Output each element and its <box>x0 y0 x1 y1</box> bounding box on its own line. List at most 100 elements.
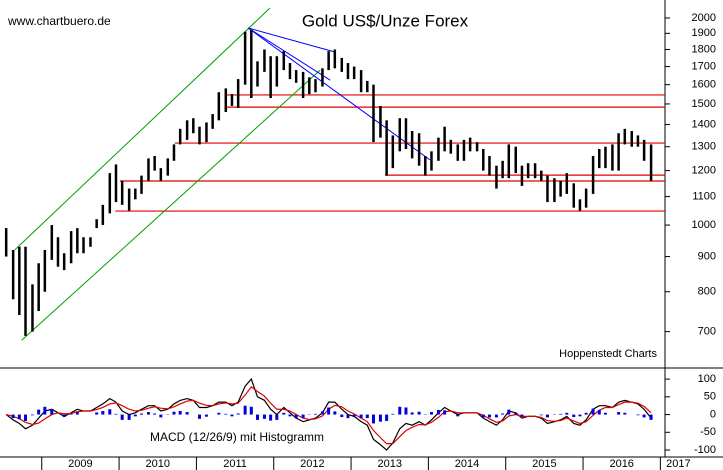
histogram-bar <box>642 414 646 418</box>
histogram-bar <box>255 414 259 420</box>
chart-title: Gold US$/Unze Forex <box>302 11 469 30</box>
x-tick-label: 2012 <box>300 458 324 470</box>
histogram-bar <box>320 411 324 415</box>
histogram-bar <box>282 412 286 415</box>
macd-line <box>5 377 652 451</box>
x-tick-label: 2011 <box>223 458 247 470</box>
x-tick-label: 2016 <box>609 458 633 470</box>
histogram-bar <box>236 413 240 415</box>
histogram-bar <box>359 414 363 419</box>
histogram-bar <box>43 406 47 415</box>
source: www.chartbuero.de <box>7 14 111 28</box>
y-tick-label: -100 <box>694 444 716 456</box>
x-tick-label: 2009 <box>68 458 92 470</box>
histogram-bar <box>313 413 317 415</box>
y-tick-label: 1500 <box>692 98 716 110</box>
histogram-bar <box>340 414 344 418</box>
histogram-bar <box>30 414 34 416</box>
histogram-bar <box>559 413 563 415</box>
x-tick-label: 2015 <box>532 458 556 470</box>
histogram-bar <box>436 409 440 415</box>
histogram-bar <box>385 414 389 421</box>
histogram-bar <box>649 414 653 420</box>
y-tick-label: 1600 <box>692 79 716 91</box>
histogram-bar <box>371 414 375 424</box>
y-tick-label: 1000 <box>692 219 716 231</box>
trend-line <box>14 7 271 251</box>
histogram-bar <box>365 414 369 419</box>
histogram-bar <box>275 414 279 420</box>
histogram-bar <box>398 406 402 415</box>
y-tick-label: 900 <box>698 250 716 262</box>
histogram-bar <box>346 414 350 419</box>
credit: Hoppenstedt Charts <box>559 348 657 360</box>
histogram-bar <box>410 412 414 415</box>
histogram-bar <box>417 411 421 415</box>
histogram-bar <box>378 414 382 422</box>
histogram-bar <box>50 409 54 415</box>
y-tick-label: 1800 <box>692 43 716 55</box>
histogram-bar <box>352 414 356 418</box>
histogram-bar <box>520 414 524 417</box>
y-tick-label: 50 <box>704 391 716 403</box>
trend-line <box>248 27 335 53</box>
histogram-bar <box>514 412 518 415</box>
histogram-bar <box>127 414 131 420</box>
x-tick-label: 2014 <box>455 458 479 470</box>
histogram-bar <box>636 414 640 416</box>
histogram-bar <box>333 411 337 415</box>
histogram-bar <box>487 414 491 418</box>
histogram-bar <box>288 414 292 417</box>
histogram-bar <box>597 409 601 415</box>
histogram-bar <box>507 409 511 415</box>
histogram-bar <box>243 405 247 415</box>
histogram-bar <box>69 413 73 415</box>
histogram-bar <box>95 412 99 415</box>
histogram-bar <box>140 413 144 415</box>
x-tick-label: 2017 <box>666 458 690 470</box>
y-tick-label: 1300 <box>692 141 716 153</box>
histogram-bar <box>481 414 485 418</box>
histogram-bar <box>591 408 595 415</box>
histogram-bar <box>178 411 182 415</box>
y-tick-label: 100 <box>698 373 716 385</box>
histogram-bar <box>545 414 549 418</box>
y-tick-label: 2000 <box>692 12 716 24</box>
histogram-bar <box>578 414 582 417</box>
histogram-bar <box>301 414 305 419</box>
histogram-bar <box>120 414 124 420</box>
histogram-bar <box>539 414 543 416</box>
histogram-bar <box>565 412 569 415</box>
histogram-bar <box>456 414 460 417</box>
x-tick-label: 2010 <box>146 458 170 470</box>
histogram-bar <box>114 413 118 415</box>
histogram-bar <box>262 414 266 419</box>
y-tick-label: 700 <box>698 326 716 338</box>
histogram-bar <box>185 412 189 415</box>
histogram-bar <box>24 414 28 421</box>
y-tick-label: 1100 <box>692 191 716 203</box>
y-tick-label: 1700 <box>692 60 716 72</box>
y-tick-label: 1200 <box>692 165 716 177</box>
histogram-bar <box>108 409 112 415</box>
histogram-bar <box>494 414 498 418</box>
histogram-bar <box>294 414 298 419</box>
histogram-bar <box>617 412 621 415</box>
histogram-bar <box>584 412 588 415</box>
trend-line <box>247 27 331 81</box>
histogram-bar <box>62 414 66 418</box>
histogram-bar <box>230 414 234 417</box>
histogram-bar <box>204 414 208 417</box>
histogram-bar <box>101 411 105 415</box>
histogram-bar <box>17 414 21 420</box>
histogram-bar <box>198 414 201 419</box>
histogram-bar <box>37 409 41 415</box>
histogram-bar <box>11 414 15 419</box>
histogram-bar <box>443 410 447 415</box>
x-tick-label: 2013 <box>377 458 401 470</box>
histogram-bar <box>404 407 408 415</box>
histogram-bar <box>224 413 228 415</box>
histogram-bar <box>269 414 273 421</box>
y-tick-label: 800 <box>698 286 716 298</box>
